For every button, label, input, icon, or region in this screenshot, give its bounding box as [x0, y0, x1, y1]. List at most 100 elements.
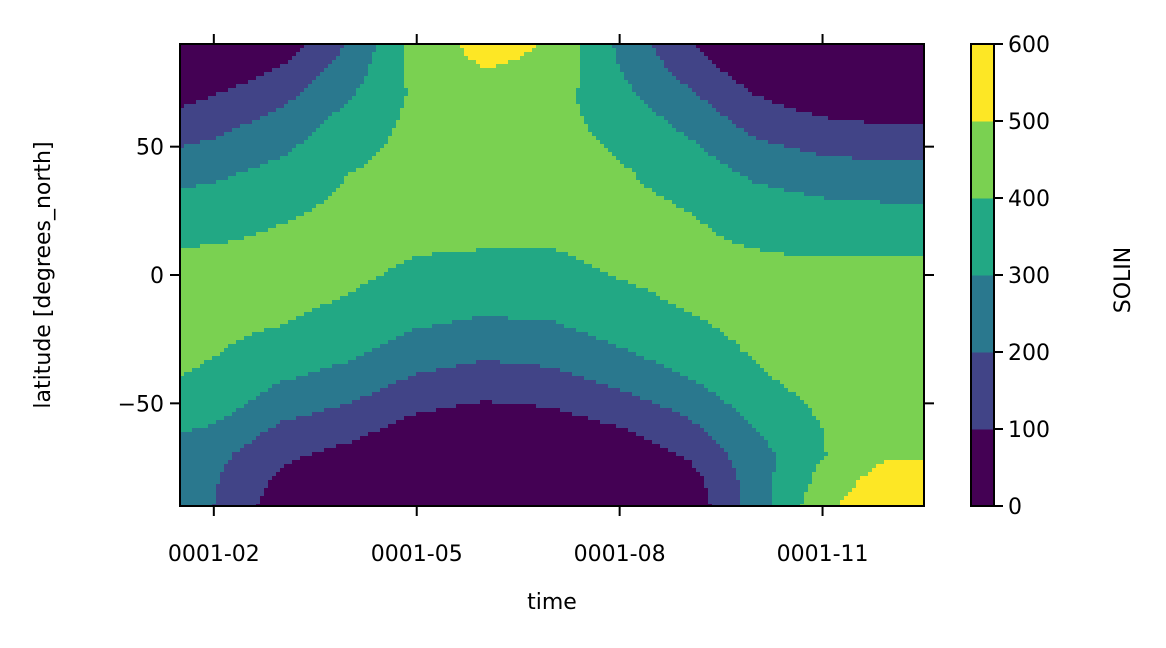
contour-cell — [408, 100, 413, 105]
contour-cell — [872, 84, 877, 89]
contour-cell — [328, 64, 333, 69]
contour-cell — [280, 76, 285, 81]
contour-cell — [520, 92, 525, 97]
contour-cell — [556, 56, 561, 61]
contour-cell — [660, 56, 665, 61]
contour-cell — [396, 72, 401, 77]
contour-cell — [292, 48, 297, 53]
contour-cell — [292, 64, 297, 69]
contour-cell — [192, 48, 197, 53]
contour-cell — [612, 84, 617, 89]
contour-cell — [852, 84, 857, 89]
contour-cell — [588, 88, 593, 93]
contour-cell — [196, 64, 201, 69]
contour-cell — [252, 56, 257, 61]
contour-cell — [344, 84, 349, 89]
contour-cell — [728, 60, 733, 65]
contour-cell — [436, 48, 441, 53]
contour-cell — [388, 64, 393, 69]
contour-cell — [520, 76, 525, 81]
contour-cell — [364, 64, 369, 69]
contour-cell — [852, 48, 857, 53]
contour-cell — [776, 48, 781, 53]
contour-cell — [624, 60, 629, 65]
contour-cell — [868, 52, 873, 57]
contour-cell — [552, 52, 557, 57]
contour-cell — [716, 96, 721, 101]
contour-cell — [860, 80, 865, 85]
contour-cell — [612, 64, 617, 69]
contour-cell — [672, 76, 677, 81]
contour-cell — [312, 52, 317, 57]
contour-cell — [796, 56, 801, 61]
contour-cell — [652, 56, 657, 61]
contour-cell — [884, 80, 889, 85]
contour-cell — [424, 68, 429, 73]
contour-cell — [484, 80, 489, 85]
contour-cell — [604, 92, 609, 97]
contour-cell — [424, 64, 429, 69]
contour-cell — [588, 64, 593, 69]
contour-cell — [304, 96, 309, 101]
contour-cell — [588, 56, 593, 61]
contour-cell — [360, 84, 365, 89]
contour-cell — [260, 88, 265, 93]
contour-cell — [692, 64, 697, 69]
contour-cell — [656, 80, 661, 85]
contour-cell — [528, 100, 533, 105]
contour-cell — [296, 84, 301, 89]
contour-cell — [248, 100, 253, 105]
contour-cell — [552, 48, 557, 53]
contour-cell — [500, 56, 505, 61]
contour-cell — [740, 56, 745, 61]
contour-cell — [408, 84, 413, 89]
contour-cell — [480, 60, 485, 65]
contour-cell — [868, 80, 873, 85]
contour-cell — [576, 52, 581, 57]
contour-cell — [272, 96, 277, 101]
contour-cell — [236, 48, 241, 53]
contour-cell — [384, 60, 389, 65]
contour-cell — [464, 64, 469, 69]
contour-cell — [480, 56, 485, 61]
contour-cell — [736, 72, 741, 77]
contour-cell — [896, 96, 901, 101]
contour-cell — [672, 68, 677, 73]
contour-cell — [192, 92, 197, 97]
contour-cell — [460, 72, 465, 77]
contour-cell — [844, 48, 849, 53]
contour-cell — [256, 56, 261, 61]
contour-cell — [688, 72, 693, 77]
contour-cell — [856, 72, 861, 77]
contour-cell — [400, 60, 405, 65]
contour-cell — [844, 64, 849, 69]
contour-cell — [464, 52, 469, 57]
contour-cell — [776, 76, 781, 81]
contour-cell — [600, 76, 605, 81]
contour-cell — [916, 76, 921, 81]
contour-cell — [428, 72, 433, 77]
contour-cell — [856, 92, 861, 97]
contour-cell — [660, 52, 665, 57]
contour-cell — [800, 68, 805, 73]
contour-cell — [244, 92, 249, 97]
contour-cell — [692, 80, 697, 85]
contour-cell — [200, 92, 205, 97]
contour-cell — [456, 92, 461, 97]
contour-cell — [852, 72, 857, 77]
contour-cell — [616, 48, 621, 53]
contour-cell — [828, 88, 833, 93]
contour-cell — [432, 68, 437, 73]
contour-cell — [628, 52, 633, 57]
contour-cell — [776, 72, 781, 77]
contour-cell — [892, 92, 897, 97]
contour-cell — [580, 68, 585, 73]
contour-cell — [584, 80, 589, 85]
contour-cell — [188, 56, 193, 61]
contour-cell — [424, 52, 429, 57]
contour-cell — [356, 52, 361, 57]
contour-cell — [376, 64, 381, 69]
contour-cell — [332, 64, 337, 69]
contour-cell — [584, 56, 589, 61]
contour-cell — [640, 92, 645, 97]
